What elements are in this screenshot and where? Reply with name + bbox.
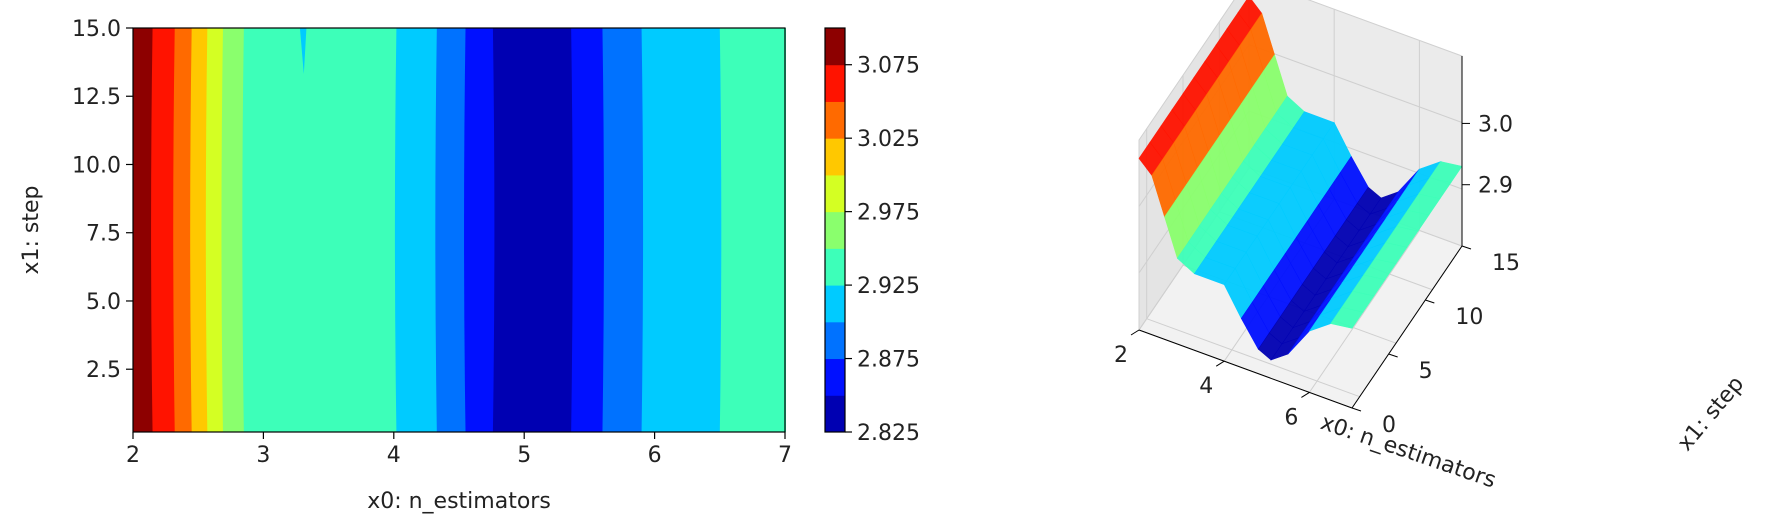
surface-y-tick-label: 0 [1382,413,1396,438]
contour-band [190,28,209,432]
surface-x-tick-label: 6 [1284,405,1298,430]
contour-band [719,28,786,432]
contour-y-ticks: 2.5 5.0 7.5 10.0 12.5 15.0 [72,17,133,383]
colorbar-cell [825,248,845,286]
contour-x-axis-label: x0: n_estimators [367,489,551,514]
contour-x-ticks: 2 3 4 5 6 7 [126,432,792,468]
surface-x-tick-label: 4 [1199,374,1213,399]
surface-x-axis [1138,329,1353,409]
contour-y-axis-label: x1: step [19,185,44,274]
x-tick-label: 6 [648,443,662,468]
colorbar-cell [825,395,845,433]
surface-y-tick-label: 10 [1455,305,1483,330]
grid-line [1248,44,1463,123]
contour-band [133,28,154,432]
surface-z-tick-label: 2.9 [1478,174,1513,199]
colorbar-cell [825,28,845,66]
surface-x-tick [1215,360,1225,367]
colorbar-cell [825,64,845,102]
surface-x-tick [1130,329,1140,336]
contour-band [571,28,605,432]
contour-band [464,28,496,432]
surface-plot: 2 4 6 0 5 10 15 2.9 3.0 x0: n_estimators x1: ste… [1114,0,1749,494]
colorbar-tick-label: 2.825 [857,421,920,446]
contour-plot: 2 3 4 5 6 7 2.5 5.0 7.5 10.0 12.5 15.0 x0: n_estim… [19,17,792,514]
colorbar-tick-label: 2.975 [857,201,920,226]
contour-band [221,28,245,432]
contour-band [641,28,723,432]
surface-x-tick [1301,391,1310,398]
contour-band [242,28,398,432]
surface-y-tick [1351,407,1362,412]
surface-x-tick-label: 2 [1114,343,1128,368]
surface-z-tick-label: 3.0 [1478,112,1513,137]
x-tick-label: 2 [126,443,140,468]
surface-y-tick-label: 15 [1492,251,1520,276]
colorbar-tick-label: 2.875 [857,348,920,373]
colorbar-cell [825,211,845,249]
y-tick-label: 12.5 [72,85,121,110]
contour-frame [132,27,786,433]
x-tick-label: 7 [778,443,792,468]
y-tick-label: 7.5 [86,222,121,247]
contour-band [394,28,438,432]
colorbar-frame [824,27,846,433]
contour-band [492,28,574,432]
contour-band [205,28,224,432]
surface-y-axis-label: x1: step [1673,372,1749,456]
contour-notch [299,28,307,74]
contour-band [173,28,193,432]
colorbar-tick-label: 2.925 [857,274,920,299]
colorbar-ticks: 2.825 2.875 2.925 2.975 3.025 3.075 [845,54,920,446]
colorbar-cell [825,138,845,176]
surface-mesh [1138,0,1463,361]
contour-bands [133,28,786,432]
surface-y-tick [1388,353,1398,358]
surface-y-axis [1351,245,1463,409]
grid-line [1308,230,1420,393]
surface-y-tick [1461,245,1472,250]
colorbar-cell [825,358,845,396]
surface-x-axis-label: x0: n_estimators [1317,410,1499,493]
colorbar: 2.825 2.875 2.925 2.975 3.025 3.075 [824,27,920,446]
colorbar-cell [825,321,845,360]
y-tick-label: 10.0 [72,153,121,178]
surface-y-tick [1425,299,1435,304]
y-tick-label: 2.5 [86,358,121,383]
colorbar-cell [825,174,845,213]
x-tick-label: 5 [517,443,531,468]
contour-band [602,28,645,432]
colorbar-tick-label: 3.025 [857,127,920,152]
colorbar-cell [825,285,845,323]
y-tick-label: 5.0 [86,290,121,315]
colorbar-tick-label: 3.075 [857,54,920,79]
y-tick-label: 15.0 [72,17,121,42]
colorbar-cell [825,101,845,139]
contour-band [151,28,176,432]
surface-axes: 2 4 6 0 5 10 15 2.9 3.0 [1114,56,1520,438]
x-tick-label: 4 [387,443,401,468]
contour-band [435,28,467,432]
colorbar-cells [825,28,845,433]
grid-line [1146,318,1360,398]
x-tick-label: 3 [256,443,270,468]
surface-y-tick-label: 5 [1419,359,1433,384]
